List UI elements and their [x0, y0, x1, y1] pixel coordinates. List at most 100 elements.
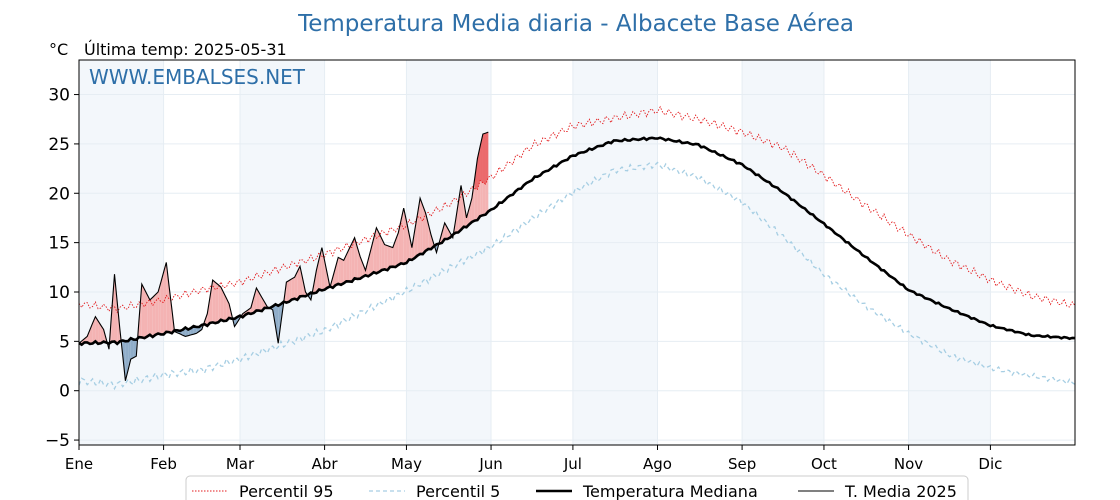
series-line-mediana [78, 136, 1076, 347]
anomaly-warm [215, 282, 219, 324]
anomaly-extreme [474, 132, 489, 190]
x-axis: Ene Feb Mar Abr May Jun Jul Ago Sep Oct Nov Dic [65, 445, 1002, 473]
anomaly-warm [403, 208, 407, 264]
month-band [572, 60, 658, 445]
anomaly-warm [212, 280, 216, 324]
anomaly-warm [149, 297, 153, 337]
x-tick-label: Feb [150, 455, 177, 473]
anomaly-warm [316, 258, 320, 293]
anomaly-cold [128, 338, 131, 370]
anomaly-warm [111, 274, 115, 342]
anomaly-warm [169, 285, 172, 334]
anomaly-warm [362, 263, 366, 277]
month-band [908, 60, 991, 445]
anomaly-warm [381, 239, 385, 271]
series-lines [78, 105, 1076, 391]
legend-label: Percentil 95 [239, 482, 334, 500]
anomaly-warm [291, 277, 295, 300]
last-temp-label: Última temp: 2025-05-31 [84, 40, 287, 59]
anomaly-warm [147, 294, 150, 337]
series-line-percentil-95 [78, 105, 1076, 314]
anomaly-cold [278, 304, 281, 344]
series-line-media-2025 [78, 131, 489, 381]
anomaly-warm [218, 284, 221, 323]
anomaly-warm [92, 316, 96, 344]
anomaly-warm [220, 287, 224, 322]
month-bands [79, 60, 991, 445]
month-band [239, 60, 325, 445]
x-tick-label: Mar [226, 455, 255, 473]
anomaly-warm [376, 227, 380, 274]
anomaly-warm [100, 325, 104, 344]
y-tick-label: 25 [48, 135, 70, 155]
anomaly-warm [144, 289, 148, 339]
anomaly-warm [163, 262, 167, 335]
anomaly-warm [387, 245, 391, 271]
x-tick-label: Jul [563, 455, 582, 473]
x-tick-label: Oct [811, 455, 837, 473]
anomaly-warm [373, 227, 377, 274]
watermark: WWW.EMBALSES.NET [89, 65, 306, 89]
legend-label: Temperatura Mediana [582, 482, 758, 500]
anomaly-warm [209, 280, 213, 323]
anomaly-warm [354, 237, 358, 279]
anomaly-warm [379, 233, 382, 272]
anomaly-warm [351, 237, 355, 282]
anomaly-warm [226, 298, 230, 321]
legend: Percentil 95 Percentil 5 Temperatura Media… [185, 475, 969, 500]
x-tick-label: Ene [65, 455, 93, 473]
x-tick-label: Abr [312, 455, 339, 473]
series-line-percentil-5 [78, 161, 1076, 391]
anomaly-warm [384, 244, 388, 271]
anomaly-warm [114, 274, 118, 344]
anomaly-warm [87, 329, 90, 344]
month-band [79, 60, 164, 445]
y-axis: −5 0 5 10 15 20 25 30 [45, 86, 79, 451]
anomaly-warm [400, 208, 404, 264]
y-tick-label: 5 [59, 332, 70, 352]
x-tick-label: Dic [978, 455, 1002, 473]
anomaly-warm [253, 288, 257, 313]
anomaly-warm [84, 336, 88, 343]
y-tick-label: 30 [48, 86, 70, 106]
y-tick-label: −5 [45, 431, 70, 451]
anomaly-warm [256, 288, 260, 311]
chart-title: Temperatura Media diaria - Albacete Base… [297, 11, 854, 37]
anomaly-warm [335, 257, 339, 286]
anomaly-warm [471, 178, 475, 222]
anomaly-warm [428, 223, 432, 250]
anomaly-warm [289, 278, 292, 302]
x-tick-label: Jun [478, 455, 502, 473]
anomaly-warm [158, 282, 161, 335]
anomaly-warm [390, 246, 393, 267]
legend-box [185, 475, 969, 500]
anomaly-warm [332, 267, 336, 288]
x-tick-label: Sep [728, 455, 756, 473]
anomaly-cold [133, 339, 137, 358]
anomaly-warm [152, 294, 156, 337]
anomaly-warm [286, 280, 290, 303]
anomaly-warm [155, 291, 159, 335]
anomaly-warm [368, 249, 371, 277]
anomaly-warm [469, 198, 472, 225]
anomaly-warm [340, 258, 344, 285]
anomaly-warm [300, 266, 303, 297]
anomaly-cold [130, 338, 134, 360]
anomaly-warm [414, 214, 418, 259]
anomaly-warm [422, 205, 426, 255]
anomaly-warm [297, 266, 301, 300]
legend-label: Percentil 5 [416, 482, 500, 500]
x-tick-label: Nov [894, 455, 923, 473]
x-tick-label: Ago [643, 455, 672, 473]
anomaly-warm [447, 227, 451, 239]
x-tick-label: May [391, 455, 422, 473]
month-band [742, 60, 824, 445]
anomaly-cold [275, 304, 279, 344]
anomaly-warm [420, 198, 423, 255]
y-tick-label: 15 [48, 234, 70, 254]
anomaly-warm [466, 208, 470, 228]
plot-frame [78, 59, 1076, 446]
anomaly-warm [141, 284, 145, 339]
anomaly-warm [294, 271, 298, 300]
